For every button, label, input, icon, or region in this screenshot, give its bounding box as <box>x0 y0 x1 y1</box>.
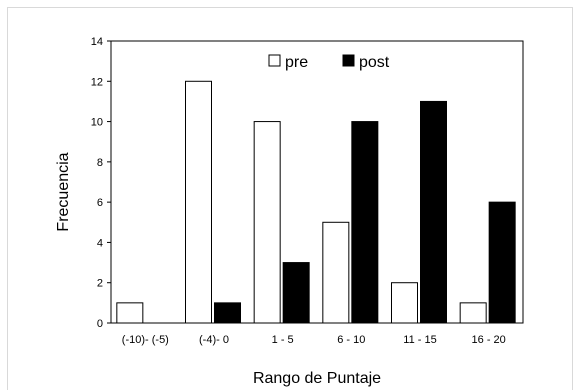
x-tick-label: (-10)- (-5) <box>122 334 169 346</box>
bar-post <box>488 201 516 324</box>
y-tick-label: 6 <box>97 197 103 209</box>
x-axis-ticks: (-10)- (-5) (-4)- 0 1 - 5 6 - 10 11 - 15 16 -… <box>122 334 506 346</box>
plot-area <box>110 40 524 324</box>
y-tick-label: 10 <box>91 117 103 129</box>
x-tick-label: (-4)- 0 <box>199 334 229 346</box>
x-tick-label: 1 - 5 <box>272 334 294 346</box>
legend: pre post <box>268 54 390 71</box>
y-tick-label: 12 <box>91 76 103 88</box>
x-tick-label: 11 - 15 <box>403 334 436 346</box>
y-axis-ticks: 0 2 4 6 8 10 12 14 <box>91 36 111 330</box>
legend-swatch-post <box>342 54 355 67</box>
bar-post <box>420 100 447 324</box>
bar-pre <box>253 121 281 324</box>
y-tick-label: 0 <box>97 318 103 330</box>
bar-pre <box>185 80 212 324</box>
legend-label-pre: pre <box>285 54 308 71</box>
y-axis-label: Frecuencia <box>55 152 72 231</box>
bar-post <box>214 302 241 324</box>
bar-pre <box>459 302 487 324</box>
chart-frame <box>7 7 573 390</box>
x-tick-label: 16 - 20 <box>472 334 506 346</box>
legend-label-post: post <box>359 54 390 71</box>
y-tick-label: 14 <box>91 36 103 48</box>
bar-pre <box>391 282 418 324</box>
bar-post <box>282 262 310 324</box>
bar-pre <box>116 302 144 324</box>
y-tick-label: 8 <box>97 157 103 169</box>
bar-pre <box>322 221 350 324</box>
y-tick-label: 2 <box>97 278 103 290</box>
plot-border <box>110 40 524 324</box>
legend-swatch-pre <box>268 54 281 67</box>
bars <box>116 80 516 324</box>
x-tick-label: 6 - 10 <box>337 334 365 346</box>
x-axis-label: Rango de Puntaje <box>253 370 381 387</box>
y-tick-label: 4 <box>97 237 103 249</box>
bar-post <box>351 121 379 324</box>
